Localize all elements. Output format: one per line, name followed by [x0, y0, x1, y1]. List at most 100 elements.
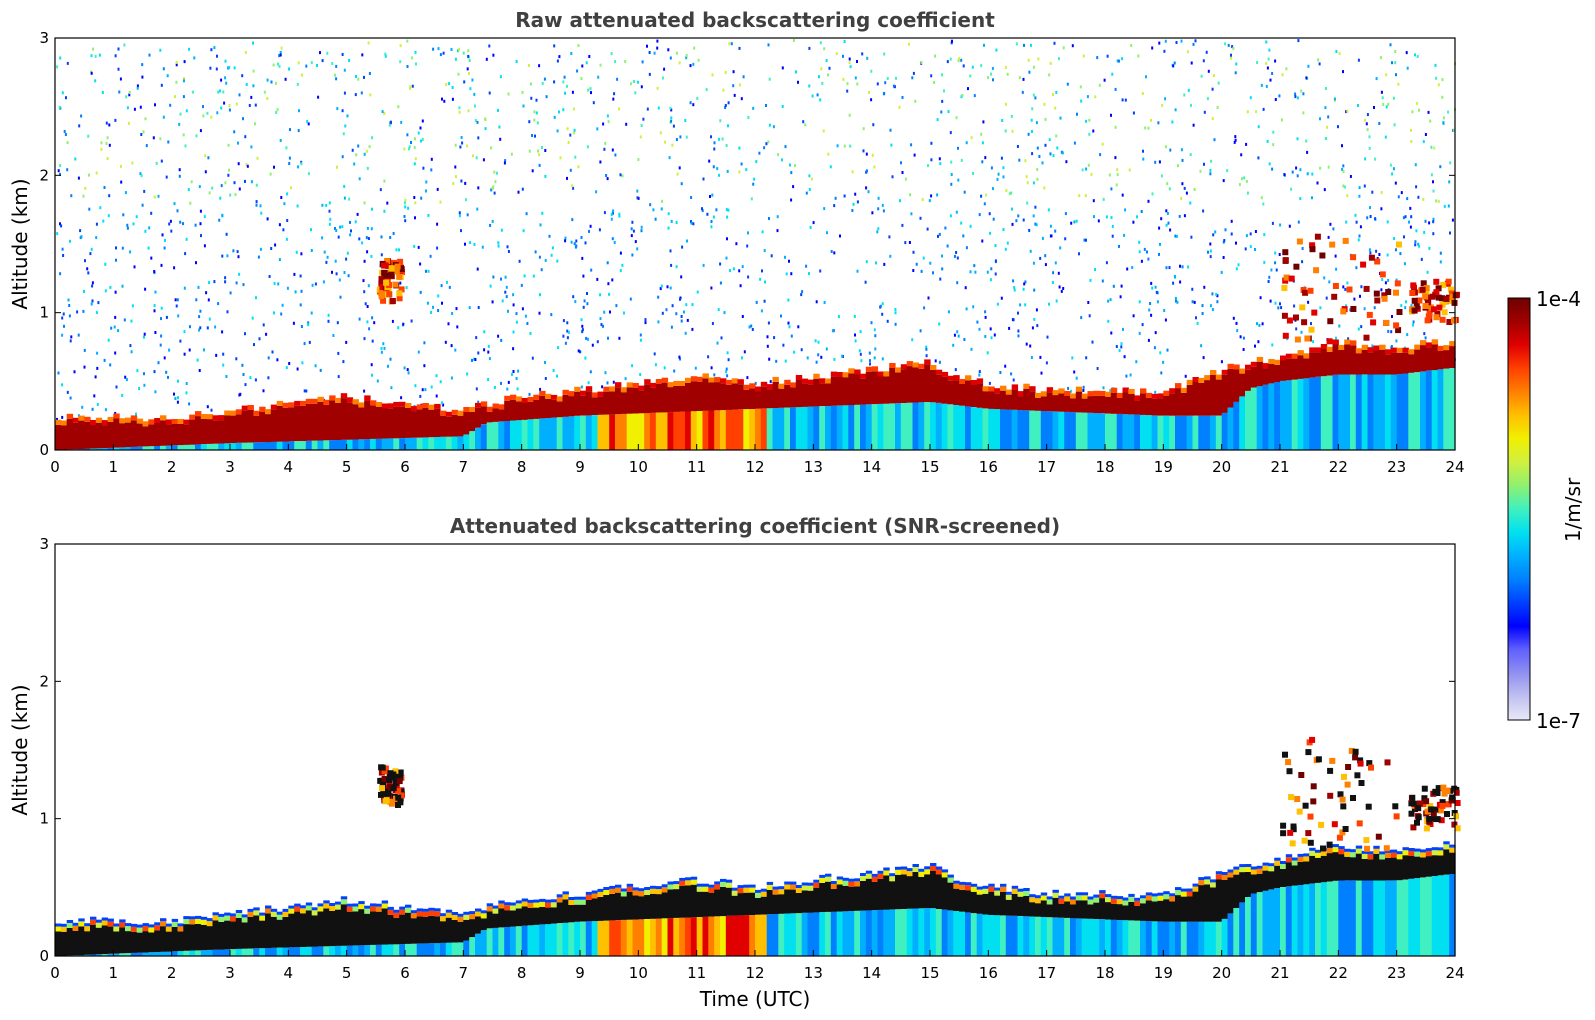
noise-pixel: [957, 146, 959, 150]
noise-pixel: [810, 177, 813, 181]
noise-pixel: [191, 90, 194, 94]
layer-column-fringe: [550, 902, 558, 908]
noise-pixel: [370, 227, 373, 231]
noise-pixel: [930, 158, 933, 162]
layer-column-fringe: [1017, 391, 1024, 397]
noise-pixel: [61, 247, 64, 251]
noise-pixel: [539, 387, 542, 391]
noise-pixel: [61, 316, 64, 320]
layer-column-body: [130, 446, 138, 450]
noise-pixel: [934, 359, 937, 363]
noise-pixel: [848, 113, 851, 117]
noise-pixel: [702, 263, 705, 267]
layer-column-edge: [760, 888, 768, 892]
noise-pixel: [1412, 323, 1414, 327]
noise-pixel: [506, 245, 509, 249]
noise-pixel: [341, 109, 344, 113]
noise-pixel: [860, 359, 863, 363]
noise-pixel: [1035, 223, 1038, 227]
layer-column-fringe: [714, 884, 721, 890]
elevated-layer-cell: [1425, 299, 1432, 306]
layer-column-core: [906, 366, 914, 403]
noise-pixel: [90, 302, 93, 306]
noise-pixel: [441, 97, 443, 101]
noise-pixel: [403, 201, 406, 205]
noise-pixel: [1295, 327, 1298, 331]
noise-pixel: [278, 223, 281, 227]
noise-pixel: [1201, 304, 1204, 308]
layer-column-body: [195, 950, 202, 956]
noise-pixel: [716, 341, 719, 345]
layer-column-core: [959, 384, 966, 406]
layer-column-edge: [696, 883, 704, 887]
noise-pixel: [371, 316, 374, 320]
layer-column-body: [189, 950, 196, 956]
layer-column-core: [451, 414, 459, 437]
noise-pixel: [535, 111, 538, 115]
noise-pixel: [125, 95, 128, 99]
noise-pixel: [611, 148, 614, 152]
layer-column-fringe: [469, 914, 476, 920]
layer-column-fringe: [282, 911, 289, 917]
layer-column-fringe: [737, 888, 744, 894]
layer-column-core: [772, 381, 779, 408]
noise-pixel: [504, 275, 507, 279]
noise-pixel: [1265, 61, 1268, 65]
noise-pixel: [866, 169, 868, 173]
noise-pixel: [750, 197, 753, 201]
noise-pixel: [943, 89, 945, 93]
noise-pixel: [981, 239, 984, 243]
noise-pixel: [553, 115, 556, 119]
layer-column-body: [364, 945, 371, 956]
layer-column-body: [784, 407, 791, 450]
noise-pixel: [828, 66, 831, 70]
layer-column-core: [603, 895, 610, 921]
layer-column-body: [1233, 907, 1240, 956]
layer-column-body: [1099, 919, 1106, 956]
noise-pixel: [474, 104, 476, 108]
noise-pixel: [580, 385, 583, 389]
layer-column-body: [177, 951, 184, 956]
noise-pixel: [1259, 296, 1262, 300]
layer-column-body: [527, 925, 534, 956]
x-tick-label: 19: [1154, 458, 1173, 476]
layer-column-body: [1297, 378, 1304, 450]
noise-pixel: [294, 290, 297, 294]
layer-column-core: [877, 878, 884, 910]
noise-pixel: [200, 234, 202, 238]
noise-pixel: [936, 118, 939, 122]
layer-column-body: [900, 403, 908, 450]
noise-pixel: [153, 270, 156, 273]
elevated-layer-cell: [1331, 821, 1338, 828]
layer-column-fringe: [1163, 390, 1170, 396]
layer-column-edge: [329, 903, 336, 906]
noise-pixel: [1038, 155, 1041, 158]
layer-column-edge: [1402, 847, 1409, 851]
layer-column-core: [1064, 901, 1071, 918]
layer-column-fringe: [101, 420, 109, 426]
layer-column-core: [364, 400, 371, 440]
layer-column-fringe: [597, 391, 604, 397]
layer-column-core: [1046, 392, 1054, 412]
noise-pixel: [713, 141, 716, 145]
layer-column-edge: [510, 902, 517, 906]
noise-pixel: [397, 326, 400, 330]
layer-column-fringe: [1250, 361, 1258, 367]
layer-column-core: [965, 380, 972, 407]
noise-pixel: [550, 253, 553, 257]
layer-column-fringe: [889, 876, 896, 882]
noise-pixel: [445, 83, 448, 86]
layer-column-core: [305, 403, 313, 441]
noise-pixel: [581, 64, 584, 68]
noise-pixel: [1126, 267, 1129, 271]
noise-pixel: [1418, 108, 1420, 112]
noise-pixel: [719, 281, 722, 285]
layer-column-body: [1186, 921, 1194, 956]
layer-column-edge: [189, 916, 196, 920]
noise-pixel: [225, 375, 228, 378]
elevated-layer-cell: [1434, 311, 1441, 317]
noise-pixel: [1180, 197, 1183, 200]
layer-column-fringe: [970, 886, 978, 892]
layer-column-core: [1245, 369, 1252, 391]
noise-pixel: [207, 298, 210, 302]
